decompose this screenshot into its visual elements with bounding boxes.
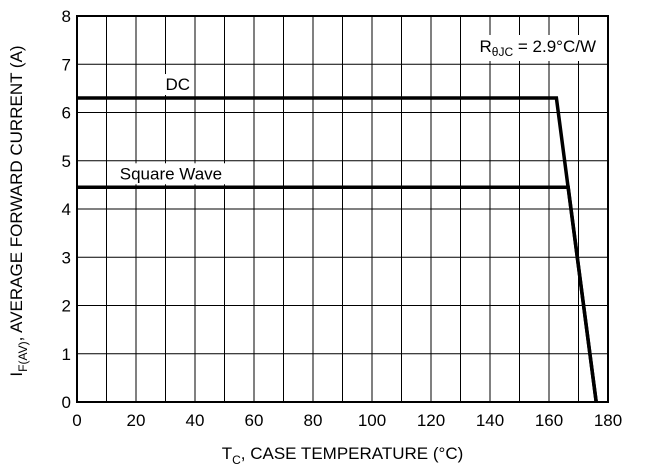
x-tick-label: 80 — [304, 411, 323, 430]
y-axis-label-sub: F(AV) — [16, 341, 30, 371]
x-tick-label: 100 — [358, 411, 386, 430]
x-tick-label: 20 — [127, 411, 146, 430]
x-tick-label: 40 — [186, 411, 205, 430]
annotation-bg — [474, 35, 601, 61]
series-label-bg-square-wave — [115, 163, 227, 185]
x-tick-label: 60 — [245, 411, 264, 430]
x-axis-label-rest: , CASE TEMPERATURE (°C) — [241, 444, 463, 463]
y-tick-label: 4 — [62, 200, 71, 219]
grid — [77, 16, 608, 402]
series-line-dc — [77, 96, 598, 403]
y-tick-label: 6 — [62, 104, 71, 123]
x-tick-label: 120 — [417, 411, 445, 430]
x-tick-label: 0 — [72, 411, 81, 430]
y-tick-label: 5 — [62, 152, 71, 171]
y-tick-label: 1 — [62, 345, 71, 364]
annotation-rest: = 2.9°C/W — [513, 37, 596, 56]
thermal-resistance-annotation: RθJC = 2.9°C/W — [480, 37, 596, 59]
y-axis-label-rest: , AVERAGE FORWARD CURRENT (A) — [7, 45, 26, 341]
y-axis-label: IF(AV), AVERAGE FORWARD CURRENT (A) — [7, 45, 30, 376]
series-lines — [77, 96, 598, 403]
annotation-sub: θJC — [492, 45, 514, 59]
x-tick-label: 160 — [535, 411, 563, 430]
y-tick-label: 0 — [62, 393, 71, 412]
x-tick-label: 140 — [476, 411, 504, 430]
plot-frame — [76, 15, 609, 403]
series-label-dc: DC — [166, 75, 191, 94]
annotation-main: R — [480, 37, 492, 56]
y-axis-label-main: I — [7, 372, 26, 377]
x-axis-label: TC, CASE TEMPERATURE (°C) — [222, 444, 464, 467]
y-tick-labels: 0 1 2 3 4 5 6 7 8 — [62, 7, 71, 412]
y-tick-label: 8 — [62, 7, 71, 26]
x-tick-labels: 0 20 40 60 80 100 120 140 160 180 — [72, 411, 622, 430]
series-label-square-wave: Square Wave — [120, 164, 222, 183]
series-label-bg-dc — [161, 74, 195, 96]
y-tick-label: 2 — [62, 297, 71, 316]
x-axis-label-main: T — [222, 444, 232, 463]
series-line-square-wave — [77, 185, 598, 403]
x-tick-label: 180 — [594, 411, 622, 430]
y-tick-label: 7 — [62, 55, 71, 74]
x-axis-label-sub: C — [232, 453, 241, 467]
y-tick-label: 3 — [62, 248, 71, 267]
